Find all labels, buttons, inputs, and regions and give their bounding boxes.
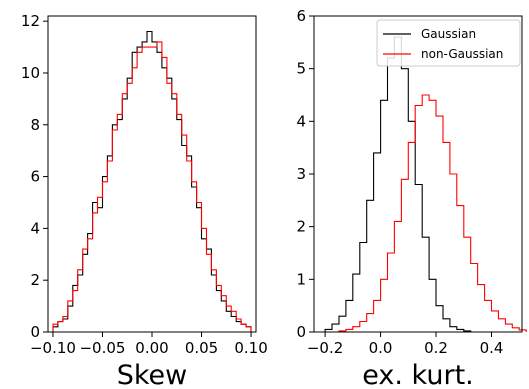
skew-series-layer (52, 30, 252, 332)
legend-label: non-Gaussian (421, 47, 503, 61)
kurtosis-histogram-panel: −0.2 0.0 0.2 0.4 0 1 2 3 4 5 6 ex. kurt. Gaussian n… (296, 7, 527, 389)
skew-axes-frame (47, 15, 257, 333)
skew-y-tick-label: 12 (21, 12, 40, 30)
skew-series-1-line (52, 41, 252, 332)
skew-plot-area (48, 16, 256, 332)
kurtosis-y-tick-label: 0 (296, 323, 306, 341)
skew-x-axis-label: Skew (117, 360, 188, 389)
kurtosis-y-tick-label: 2 (296, 218, 306, 236)
kurtosis-series-non-gaussian-line (338, 94, 527, 332)
kurtosis-y-tick-label: 6 (296, 7, 306, 25)
kurtosis-x-axis-label: ex. kurt. (362, 360, 473, 389)
legend-box (376, 19, 521, 67)
kurtosis-y-tick-label: 5 (296, 60, 306, 78)
kurtosis-plot-area (314, 16, 522, 332)
skew-x-tick-label: −0.10 (30, 339, 76, 357)
skew-y-tick-label: 0 (30, 323, 40, 341)
skew-x-tick-label: 0.05 (185, 339, 218, 357)
legend-label: Gaussian (421, 27, 476, 41)
legend: Gaussian non-Gaussian (376, 19, 521, 67)
skew-x-tick-label: 0.00 (135, 339, 168, 357)
kurtosis-x-tick-label: −0.2 (307, 339, 343, 357)
skew-tick-layer: −0.10 −0.05 0.00 0.05 0.10 0 2 4 6 8 10 12 (21, 12, 268, 357)
kurtosis-axes-frame (313, 15, 523, 333)
skew-y-tick-label: 2 (30, 271, 40, 289)
skew-x-tick-label: −0.05 (79, 339, 125, 357)
skew-y-tick-label: 6 (30, 168, 40, 186)
kurtosis-tick-layer: −0.2 0.0 0.2 0.4 0 1 2 3 4 5 6 (296, 7, 503, 357)
kurtosis-y-tick-label: 4 (296, 112, 306, 130)
skew-series-0-line (52, 30, 252, 332)
skew-histogram-panel: −0.10 −0.05 0.00 0.05 0.10 0 2 4 6 8 10 12 Skew (21, 12, 268, 389)
skew-y-tick-label: 10 (21, 64, 40, 82)
skew-y-tick-label: 4 (30, 219, 40, 237)
kurtosis-y-tick-label: 1 (296, 270, 306, 288)
kurtosis-x-tick-label: 0.0 (369, 339, 393, 357)
skew-y-tick-label: 8 (30, 116, 40, 134)
kurtosis-x-tick-label: 0.4 (480, 339, 504, 357)
skew-x-tick-label: 0.10 (234, 339, 267, 357)
kurtosis-y-tick-label: 3 (296, 165, 306, 183)
kurtosis-x-tick-label: 0.2 (424, 339, 448, 357)
